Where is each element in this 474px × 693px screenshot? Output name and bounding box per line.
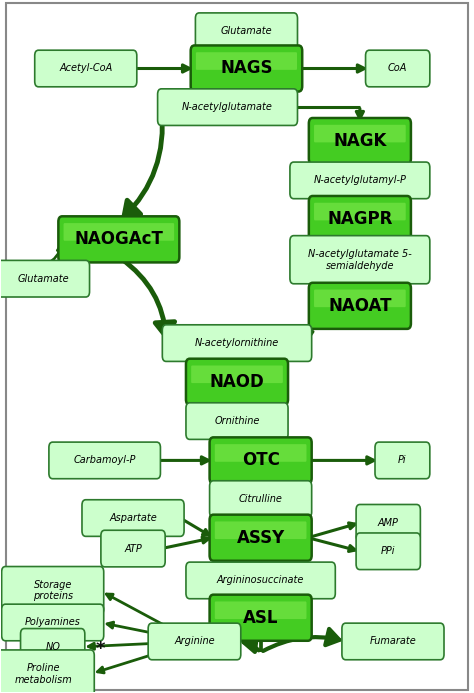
FancyBboxPatch shape [290, 162, 430, 199]
Text: Citrulline: Citrulline [239, 494, 283, 504]
Text: PPi: PPi [381, 546, 395, 556]
FancyBboxPatch shape [309, 118, 411, 164]
FancyBboxPatch shape [101, 530, 165, 567]
Text: Fumarate: Fumarate [370, 636, 416, 647]
FancyBboxPatch shape [186, 562, 335, 599]
Text: CoA: CoA [388, 64, 407, 73]
FancyBboxPatch shape [162, 325, 312, 362]
FancyBboxPatch shape [64, 223, 174, 240]
FancyBboxPatch shape [186, 359, 288, 405]
FancyBboxPatch shape [342, 623, 444, 660]
Text: AMP: AMP [378, 518, 399, 528]
Text: Pi: Pi [398, 455, 407, 466]
Text: N-acetylglutamyl-P: N-acetylglutamyl-P [313, 175, 406, 186]
FancyArrowPatch shape [244, 635, 259, 652]
FancyArrowPatch shape [124, 110, 163, 217]
Text: Ornithine: Ornithine [214, 416, 260, 426]
FancyArrowPatch shape [121, 258, 174, 336]
Text: ASSY: ASSY [237, 529, 285, 547]
FancyBboxPatch shape [49, 442, 160, 479]
FancyBboxPatch shape [210, 437, 312, 484]
FancyBboxPatch shape [309, 196, 411, 242]
Text: NAGPR: NAGPR [327, 210, 392, 228]
Text: Storage
proteins: Storage proteins [33, 580, 73, 602]
FancyBboxPatch shape [314, 290, 406, 307]
FancyBboxPatch shape [215, 602, 307, 619]
Text: NAOAT: NAOAT [328, 297, 392, 315]
Text: NAOGAcT: NAOGAcT [74, 230, 163, 248]
Text: Proline
metabolism: Proline metabolism [14, 663, 72, 685]
FancyBboxPatch shape [356, 505, 420, 541]
Text: ASL: ASL [243, 608, 278, 626]
FancyBboxPatch shape [215, 444, 307, 462]
Text: Polyamines: Polyamines [25, 617, 81, 627]
FancyBboxPatch shape [58, 216, 179, 263]
FancyBboxPatch shape [196, 52, 297, 70]
FancyBboxPatch shape [210, 515, 312, 561]
FancyBboxPatch shape [0, 261, 90, 297]
Text: N-acetylornithine: N-acetylornithine [195, 338, 279, 348]
FancyBboxPatch shape [215, 521, 307, 539]
Text: Arginine: Arginine [174, 636, 215, 647]
Text: Aspartate: Aspartate [109, 513, 157, 523]
FancyBboxPatch shape [195, 13, 298, 49]
FancyBboxPatch shape [1, 604, 104, 641]
FancyArrowPatch shape [263, 629, 339, 651]
FancyBboxPatch shape [309, 283, 411, 329]
FancyBboxPatch shape [210, 481, 312, 518]
FancyBboxPatch shape [148, 623, 241, 660]
FancyBboxPatch shape [186, 403, 288, 439]
Text: N-acetylglutamate: N-acetylglutamate [182, 102, 273, 112]
FancyBboxPatch shape [1, 566, 104, 615]
Text: NAGS: NAGS [220, 60, 273, 78]
Text: N-acetylglutamate 5-
semialdehyde: N-acetylglutamate 5- semialdehyde [308, 249, 412, 270]
FancyBboxPatch shape [314, 125, 406, 142]
FancyBboxPatch shape [356, 533, 420, 570]
FancyBboxPatch shape [191, 46, 302, 91]
FancyBboxPatch shape [82, 500, 184, 536]
Text: NO: NO [45, 642, 60, 652]
Text: *: * [95, 640, 105, 658]
Text: ATP: ATP [124, 543, 142, 554]
Text: Argininosuccinate: Argininosuccinate [217, 575, 304, 586]
FancyBboxPatch shape [314, 203, 406, 220]
Text: Glutamate: Glutamate [220, 26, 272, 36]
FancyBboxPatch shape [191, 365, 283, 383]
FancyBboxPatch shape [20, 629, 85, 665]
Text: NAGK: NAGK [333, 132, 387, 150]
Text: NAOD: NAOD [210, 373, 264, 391]
Text: OTC: OTC [242, 451, 280, 469]
Text: Acetyl-CoA: Acetyl-CoA [59, 64, 112, 73]
FancyBboxPatch shape [157, 89, 298, 125]
FancyBboxPatch shape [365, 50, 430, 87]
FancyBboxPatch shape [210, 595, 312, 641]
FancyBboxPatch shape [375, 442, 430, 479]
FancyBboxPatch shape [290, 236, 430, 283]
Text: Carbamoyl-P: Carbamoyl-P [73, 455, 136, 466]
Text: Glutamate: Glutamate [18, 274, 69, 283]
FancyBboxPatch shape [0, 650, 94, 693]
FancyBboxPatch shape [35, 50, 137, 87]
